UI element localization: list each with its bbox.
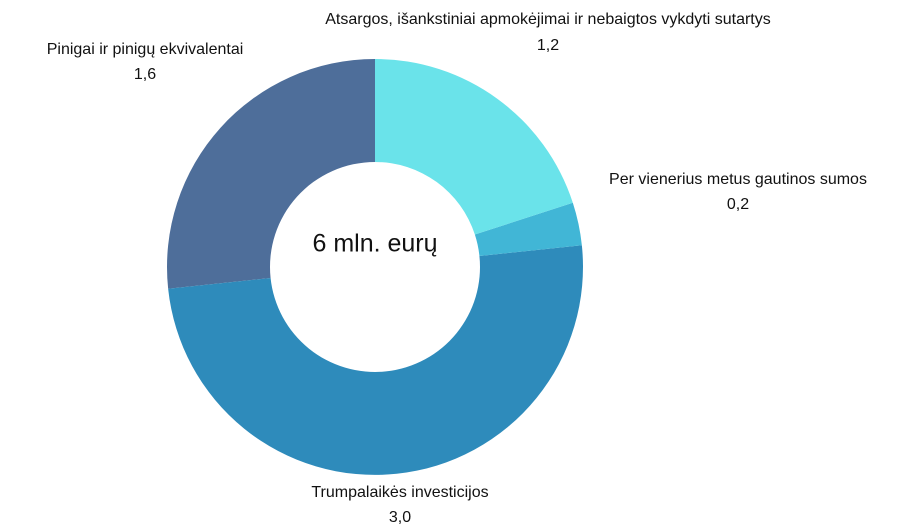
slice-label: Pinigai ir pinigų ekvivalentai (47, 41, 244, 58)
donut-slice (375, 59, 573, 235)
donut-slice (168, 245, 583, 475)
donut-slice (474, 202, 582, 257)
slice-value-label: 1,6 (134, 66, 156, 83)
slice-label: Atsargos, išankstiniai apmokėjimai ir ne… (325, 11, 771, 28)
slice-value-label: 3,0 (389, 509, 411, 525)
slice-value-label: 0,2 (727, 196, 749, 213)
slice-label: Trumpalaikės investicijos (311, 484, 488, 501)
slice-label: Per vienerius metus gautinos sumos (609, 171, 867, 188)
slice-value-label: 1,2 (537, 37, 559, 54)
donut-slice (167, 59, 375, 289)
center-label: 6 mln. eurų (312, 230, 437, 258)
